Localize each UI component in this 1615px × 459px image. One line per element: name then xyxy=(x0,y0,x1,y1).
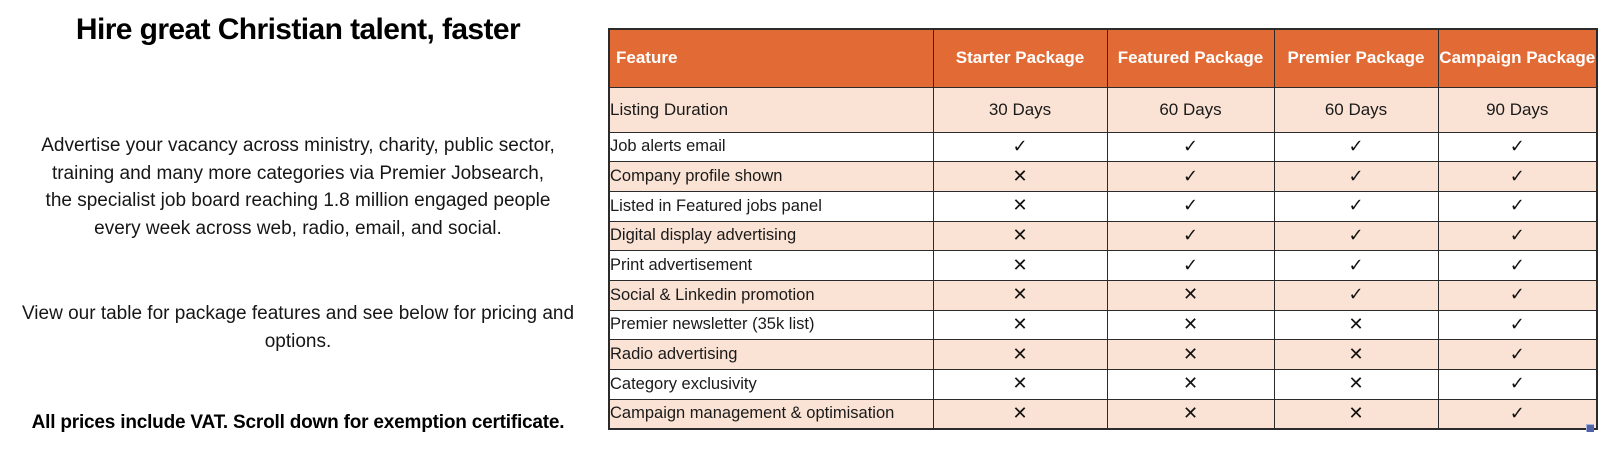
check-mark: ✓ xyxy=(1437,369,1598,400)
cross-mark: ✕ xyxy=(932,190,1108,222)
cross-mark: ✕ xyxy=(1106,398,1275,430)
feature-name-cell: Listing Duration xyxy=(608,86,934,133)
column-header-campaign: Campaign Package xyxy=(1437,28,1598,88)
view-line: View our table for package features and … xyxy=(21,303,575,324)
table-row: Category exclusivity ✕ ✕ ✕ ✓ xyxy=(608,369,1598,400)
feature-name-cell: Premier newsletter (35k list) xyxy=(608,309,934,341)
check-mark: ✓ xyxy=(1273,131,1439,163)
cross-mark: ✕ xyxy=(932,161,1108,192)
check-mark: ✓ xyxy=(1437,279,1598,311)
cross-mark: ✕ xyxy=(1273,309,1439,341)
page-title: Hire great Christian talent, faster xyxy=(75,13,521,46)
cross-mark: ✕ xyxy=(1106,279,1275,311)
cross-mark: ✕ xyxy=(932,250,1108,281)
table-row: Premier newsletter (35k list) ✕ ✕ ✕ ✓ xyxy=(608,309,1598,341)
table-row: Company profile shown ✕ ✓ ✓ ✓ xyxy=(608,161,1598,192)
feature-name-cell: Social & Linkedin promotion xyxy=(608,279,934,311)
cross-mark: ✕ xyxy=(932,398,1108,430)
check-mark: ✓ xyxy=(1106,131,1275,163)
check-mark: ✓ xyxy=(1437,250,1598,281)
cross-mark: ✕ xyxy=(932,339,1108,370)
table-row: Listed in Featured jobs panel ✕ ✓ ✓ ✓ xyxy=(608,190,1598,222)
feature-name-cell: Digital display advertising xyxy=(608,220,934,252)
check-mark: ✓ xyxy=(1437,220,1598,252)
cross-mark: ✕ xyxy=(932,309,1108,341)
intro-line: the specialist job board reaching 1.8 mi… xyxy=(45,190,551,211)
check-mark: ✓ xyxy=(1273,279,1439,311)
column-header-featured: Featured Package xyxy=(1106,28,1275,88)
cross-mark: ✕ xyxy=(932,220,1108,252)
table-row: Print advertisement ✕ ✓ ✓ ✓ xyxy=(608,250,1598,281)
intro-paragraph: Advertise your vacancy across ministry, … xyxy=(8,132,588,242)
check-mark: ✓ xyxy=(1106,190,1275,222)
check-mark: ✓ xyxy=(1437,190,1598,222)
table-row: Digital display advertising ✕ ✓ ✓ ✓ xyxy=(608,220,1598,252)
check-mark: ✓ xyxy=(1106,220,1275,252)
column-header-starter: Starter Package xyxy=(932,28,1108,88)
feature-name-cell: Listed in Featured jobs panel xyxy=(608,190,934,222)
check-mark: ✓ xyxy=(1273,220,1439,252)
feature-name-cell: Company profile shown xyxy=(608,161,934,192)
duration-value-cell: 90 Days xyxy=(1437,86,1598,133)
feature-name-cell: Job alerts email xyxy=(608,131,934,163)
intro-line: Advertise your vacancy across ministry, … xyxy=(41,135,555,156)
check-mark: ✓ xyxy=(1106,250,1275,281)
selection-handle[interactable] xyxy=(1586,424,1594,432)
view-line: options. xyxy=(264,330,332,352)
duration-value-cell: 60 Days xyxy=(1273,86,1439,133)
check-mark: ✓ xyxy=(1437,131,1598,163)
table-row: Radio advertising ✕ ✕ ✕ ✓ xyxy=(608,339,1598,370)
check-mark: ✓ xyxy=(1106,161,1275,192)
check-mark: ✓ xyxy=(1273,161,1439,192)
feature-name-cell: Campaign management & optimisation xyxy=(608,398,934,430)
check-mark: ✓ xyxy=(1437,161,1598,192)
check-mark: ✓ xyxy=(932,131,1108,163)
column-header-feature: Feature xyxy=(608,28,934,88)
table-row: Social & Linkedin promotion ✕ ✕ ✓ ✓ xyxy=(608,279,1598,311)
cross-mark: ✕ xyxy=(1106,309,1275,341)
table-row: Campaign management & optimisation ✕ ✕ ✕… xyxy=(608,398,1598,430)
check-mark: ✓ xyxy=(1437,309,1598,341)
duration-value-cell: 30 Days xyxy=(932,86,1108,133)
cross-mark: ✕ xyxy=(1106,369,1275,400)
column-header-premier: Premier Package xyxy=(1273,28,1439,88)
cross-mark: ✕ xyxy=(1106,339,1275,370)
cross-mark: ✕ xyxy=(1273,339,1439,370)
intro-line: training and many more categories via Pr… xyxy=(51,162,545,184)
duration-value-cell: 60 Days xyxy=(1106,86,1275,133)
table-row-listing-duration: Listing Duration 30 Days 60 Days 60 Days… xyxy=(608,86,1598,133)
left-panel: Hire great Christian talent, faster Adve… xyxy=(0,0,596,459)
cross-mark: ✕ xyxy=(1273,398,1439,430)
table-header-row: Feature Starter Package Featured Package… xyxy=(608,28,1598,88)
intro-line: every week across web, radio, email, and… xyxy=(94,217,502,239)
feature-name-cell: Print advertisement xyxy=(608,250,934,281)
cross-mark: ✕ xyxy=(932,369,1108,400)
cross-mark: ✕ xyxy=(1273,369,1439,400)
check-mark: ✓ xyxy=(1273,190,1439,222)
check-mark: ✓ xyxy=(1437,339,1598,370)
feature-name-cell: Category exclusivity xyxy=(608,369,934,400)
vat-note: All prices include VAT. Scroll down for … xyxy=(31,412,565,433)
view-table-paragraph: View our table for package features and … xyxy=(8,300,588,355)
package-comparison-table: Feature Starter Package Featured Package… xyxy=(608,28,1598,430)
check-mark: ✓ xyxy=(1273,250,1439,281)
check-mark: ✓ xyxy=(1437,398,1598,430)
cross-mark: ✕ xyxy=(932,279,1108,311)
table-row: Job alerts email ✓ ✓ ✓ ✓ xyxy=(608,131,1598,163)
feature-name-cell: Radio advertising xyxy=(608,339,934,370)
